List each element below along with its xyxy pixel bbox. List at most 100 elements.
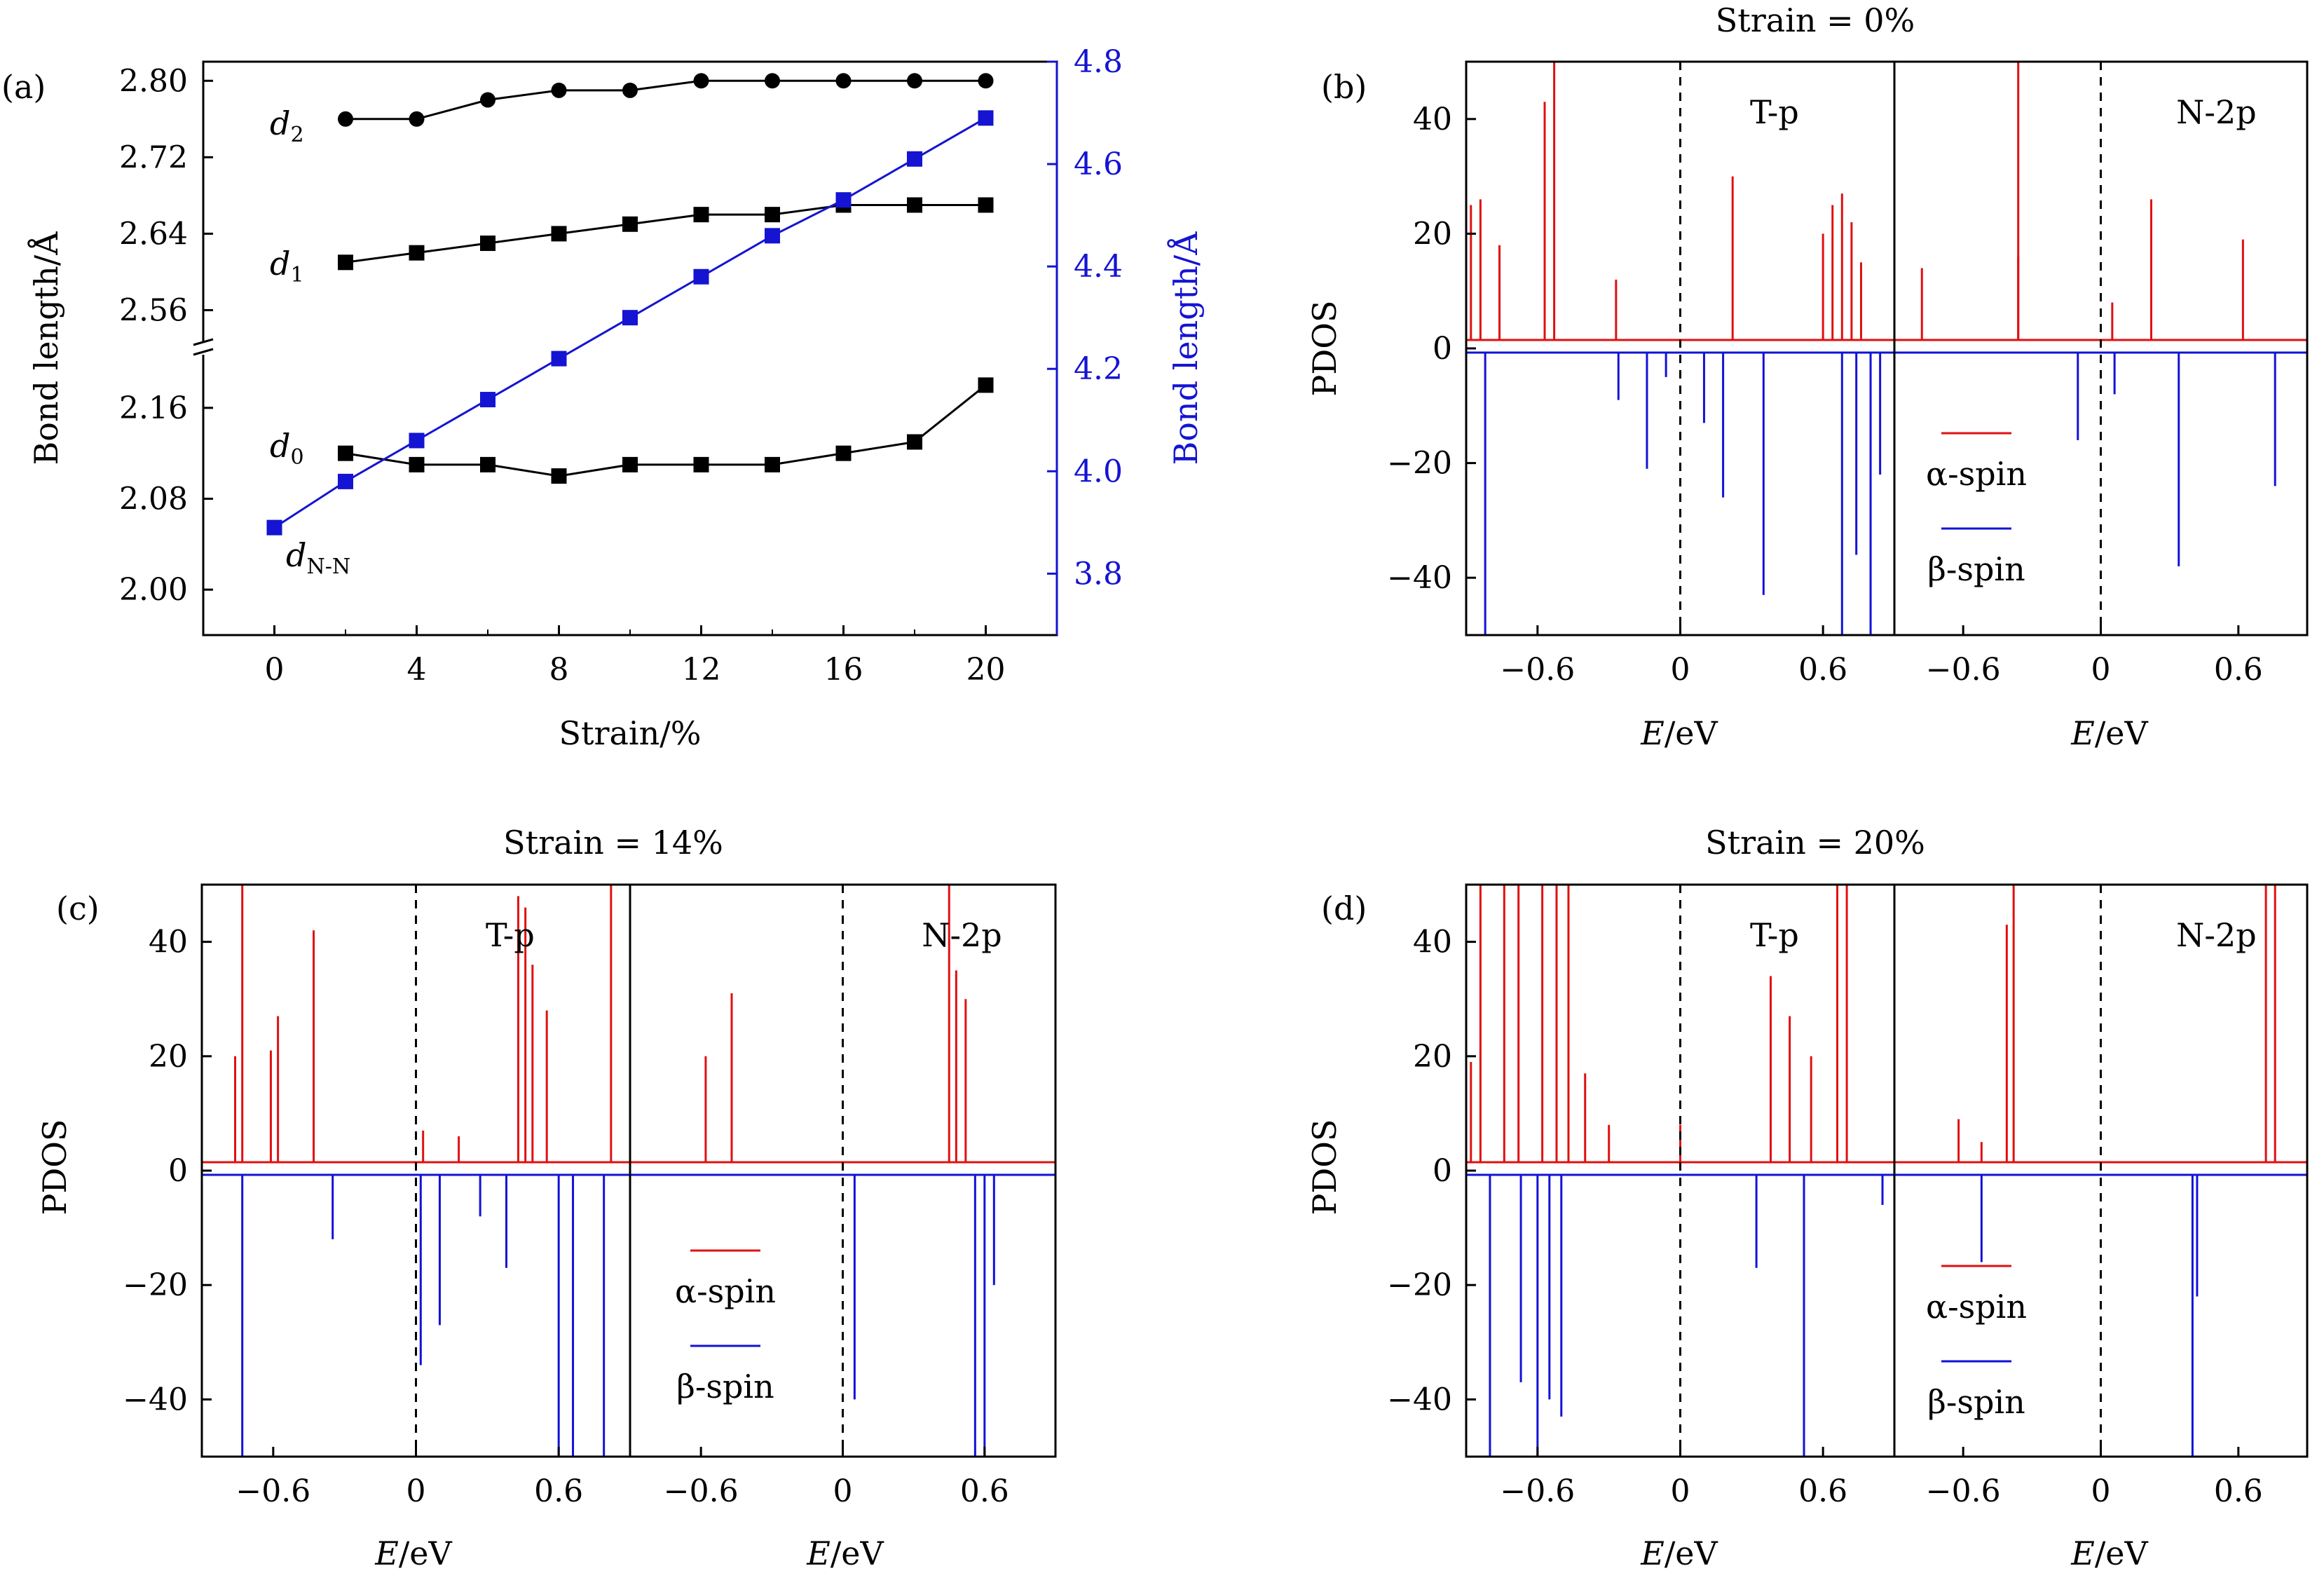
y-tick-label-right-a: 4.0 (1074, 454, 1123, 489)
y-tick-label-left-a: 2.56 (119, 292, 188, 328)
title-b: Strain = 0% (1716, 1, 1915, 39)
y-tick-label-left-a: 2.00 (119, 572, 188, 608)
pdos-plot-b: −0.6 0 0.6 T-p −0.6 0 0.6 N-2p −40 −20 0 20 40 α-spin… (1387, 60, 2309, 688)
data-point-d1 (693, 207, 709, 223)
data-point-d0 (480, 456, 495, 472)
y-axis-title-b: PDOS (1306, 300, 1344, 396)
y-tick-label-left-a: 2.80 (119, 63, 188, 99)
y-tick-label: 20 (1413, 216, 1452, 252)
x-tick-label: 0.6 (1798, 1473, 1847, 1509)
data-point-d0 (978, 377, 994, 393)
x-tick-label-a: 8 (549, 652, 569, 688)
y-axis-title-c: PDOS (36, 1119, 74, 1215)
subpanel-label: N-2p (922, 916, 1002, 954)
y-tick-label: 40 (1413, 925, 1452, 960)
y-tick-label-left-a: 2.64 (119, 216, 188, 252)
y-tick-label-left-a: 2.16 (119, 390, 188, 426)
x-tick-label: 0 (2091, 652, 2111, 688)
subpanel-label: T-p (1750, 93, 1799, 131)
legend-alpha-label: α-spin (1926, 1288, 2027, 1326)
data-point-d1 (978, 197, 994, 213)
legend-alpha-label: α-spin (675, 1272, 776, 1310)
x-tick-label-a: 16 (824, 652, 863, 688)
data-point-d2 (338, 111, 353, 127)
y-tick-label-right-a: 4.8 (1074, 44, 1123, 80)
series-line-d1 (345, 204, 986, 264)
x-tick-label: 0 (1671, 652, 1690, 688)
panel-b: Strain = 0% (b) PDOS −0.6 0 0.6 T-p −0.6 0 0.6… (1306, 1, 2309, 752)
x-tick-label: −0.6 (664, 1473, 739, 1509)
panel-a: (a) 0 4 8 12 16 20 2.56 2.64 2.72 2.80 2.00 2.08 2.1… (1, 44, 1205, 752)
pdos-plot-d: −0.6 0 0.6 T-p −0.6 0 0.6 N-2p −40 −20 0 20 40 α-spin… (1387, 883, 2309, 1509)
x-tick-label-a: 12 (682, 652, 721, 688)
y-tick-label: 0 (168, 1153, 188, 1189)
data-point-dN-N (409, 433, 425, 449)
series-line-d2 (346, 79, 986, 121)
y-tick-label: 20 (1413, 1039, 1452, 1075)
y-axis-title-left-a: Bond length/Å (27, 231, 65, 465)
subpanel-label: T-p (1750, 916, 1799, 954)
y-tick-label: −40 (1387, 1382, 1452, 1417)
x-tick-label: −0.6 (1500, 1473, 1575, 1509)
data-point-dN-N (622, 310, 638, 326)
y-tick-label: −20 (123, 1267, 188, 1303)
x-axis-title-c-left: E/eV (374, 1534, 452, 1572)
data-point-d0 (907, 434, 922, 450)
data-point-d0 (551, 468, 567, 484)
x-axis-title-d-left: E/eV (1640, 1534, 1718, 1572)
data-point-dN-N (338, 473, 353, 489)
data-point-d2 (409, 111, 425, 127)
data-point-d1 (765, 207, 780, 223)
data-point-dN-N (551, 350, 567, 367)
label-d0: d0 (270, 427, 304, 470)
subpanel-T-p: −0.6 0 0.6 T-p (1466, 62, 1894, 688)
data-point-d2 (622, 82, 638, 98)
y-axis-title-right-a: Bond length/Å (1166, 231, 1205, 465)
data-point-d2 (978, 73, 994, 89)
subpanel-N-2p: −0.6 0 0.6 N-2p (630, 885, 1055, 1509)
subpanel-N-2p: −0.6 0 0.6 N-2p (1894, 62, 2307, 688)
axes-frame (200, 883, 1057, 1458)
panel-label-b: (b) (1321, 68, 1367, 106)
data-point-d2 (693, 73, 709, 89)
subpanel-N-2p: −0.6 0 0.6 N-2p (1894, 885, 2307, 1509)
data-point-d2 (907, 73, 922, 89)
y-tick-label-right-a: 4.6 (1074, 147, 1123, 182)
y-axis-title-d: PDOS (1306, 1119, 1344, 1215)
subpanel-T-p: −0.6 0 0.6 T-p (202, 885, 630, 1509)
y-tick-label: −40 (123, 1382, 188, 1417)
x-tick-label-a: 4 (407, 652, 427, 688)
x-axis-title-b-left: E/eV (1640, 714, 1718, 752)
data-point-d0 (409, 456, 425, 472)
axes-frame (1465, 883, 2309, 1458)
axis-break-mark (193, 338, 214, 356)
y-tick-label: −40 (1387, 560, 1452, 596)
subpanel-label: N-2p (2176, 916, 2257, 954)
panel-label-d: (d) (1321, 890, 1367, 927)
data-point-d0 (622, 456, 638, 472)
data-point-dN-N (765, 228, 780, 244)
legend-alpha-label: α-spin (1926, 455, 2027, 493)
legend-beta-label: β-spin (1927, 1383, 2025, 1421)
x-tick-label: −0.6 (235, 1473, 310, 1509)
data-point-d2 (765, 73, 780, 89)
series-lines-a (266, 73, 994, 536)
data-point-d0 (765, 456, 780, 472)
x-tick-label: 0 (1671, 1473, 1690, 1509)
x-tick-label: 0 (2091, 1473, 2111, 1509)
subpanel-label: T-p (486, 916, 535, 954)
y-tick-label: 0 (1433, 1153, 1452, 1189)
panel-label-a: (a) (1, 68, 46, 106)
x-tick-label: 0.6 (960, 1473, 1009, 1509)
subpanel-label: N-2p (2176, 93, 2257, 131)
title-d: Strain = 20% (1705, 824, 1925, 861)
data-point-dN-N (907, 151, 922, 167)
y-tick-label-left-a: 2.08 (119, 482, 188, 517)
y-tick-label: 0 (1433, 331, 1452, 367)
y-tick-label: −20 (1387, 1267, 1452, 1303)
x-axis-title-c-right: E/eV (806, 1534, 884, 1572)
x-tick-label-a: 0 (265, 652, 285, 688)
x-tick-label: 0 (406, 1473, 426, 1509)
data-point-dN-N (835, 192, 852, 208)
